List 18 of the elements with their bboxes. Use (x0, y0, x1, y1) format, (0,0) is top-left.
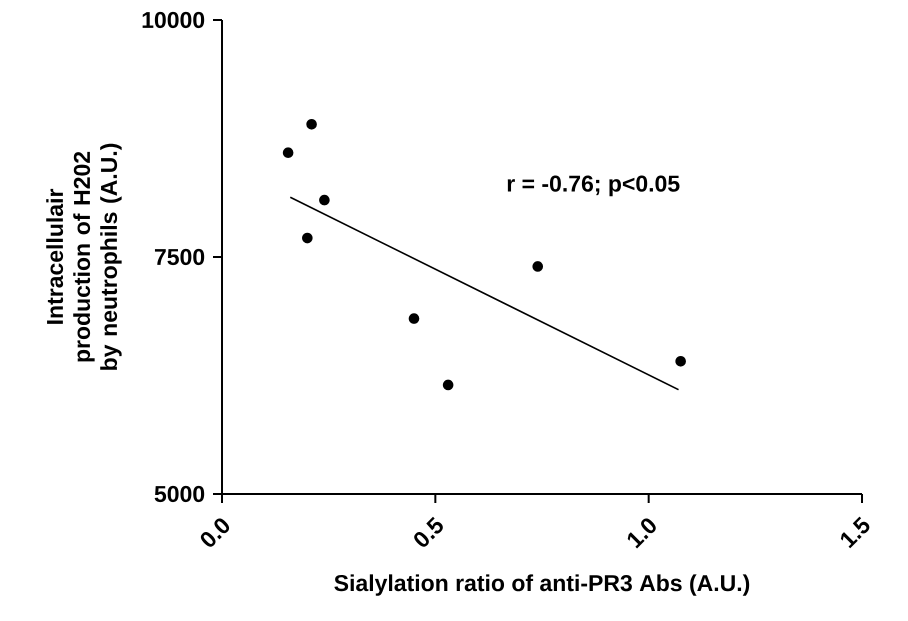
x-tick-label: 0.0 (200, 518, 230, 547)
point (408, 313, 420, 324)
y-axis-title: Intracellulair production of H202 by neutrophils (A.U.) (46, 144, 122, 370)
x-tick-label: 0.5 (414, 516, 443, 547)
x-tick-label: 1.0 (628, 518, 656, 548)
point (319, 194, 330, 206)
point (282, 147, 294, 158)
y-tick-label: 5000 (154, 486, 204, 502)
point (302, 232, 313, 244)
point (442, 380, 454, 390)
x-tick-label: 1.5 (840, 516, 870, 548)
point (532, 261, 544, 272)
annotation: r = -0.76; p<0.05 (508, 175, 680, 196)
x-axis-title: Sialylation ratio of anti-PR3 Abs (A.U.) (334, 574, 750, 596)
point (675, 356, 686, 367)
y-tick-label: 7500 (154, 248, 204, 266)
point (306, 118, 317, 130)
y-tick-label: 10000 (142, 12, 204, 28)
